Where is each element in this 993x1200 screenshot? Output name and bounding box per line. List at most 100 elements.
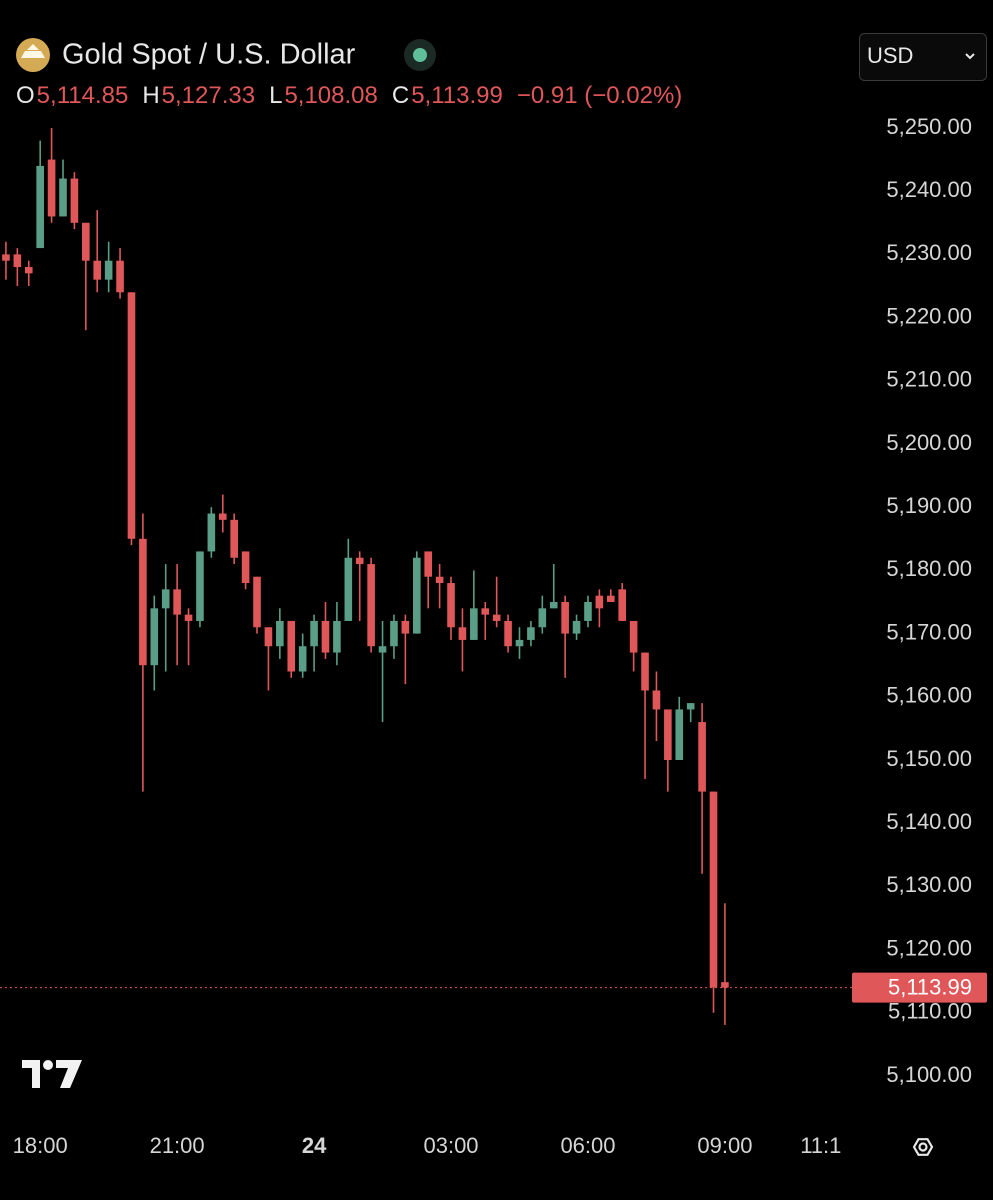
x-tick-label: 09:00 bbox=[697, 1133, 752, 1158]
candle-body bbox=[344, 557, 353, 621]
candle-body bbox=[390, 620, 398, 647]
candle-body bbox=[70, 178, 79, 223]
candle-body bbox=[82, 222, 90, 261]
candle-body bbox=[116, 260, 124, 293]
candle-body bbox=[629, 620, 638, 653]
dropdown-arrow[interactable] bbox=[965, 53, 975, 60]
y-tick-label: 5,110.00 bbox=[888, 999, 972, 1024]
x-tick-label: 24 bbox=[302, 1133, 327, 1158]
candle-body bbox=[2, 254, 10, 261]
candle-body bbox=[150, 608, 159, 666]
candle-body bbox=[127, 292, 136, 539]
candle-body bbox=[584, 601, 592, 621]
candle-body bbox=[355, 557, 364, 565]
candle-body bbox=[721, 982, 729, 988]
candle-body bbox=[447, 583, 455, 628]
candle-body bbox=[264, 627, 273, 647]
ohlc-key: C bbox=[392, 82, 409, 109]
y-tick-label: 5,220.00 bbox=[886, 303, 972, 328]
x-tick-label: 18:00 bbox=[13, 1133, 68, 1158]
ohlc-key: L bbox=[269, 82, 282, 109]
candle-body bbox=[561, 601, 569, 634]
candle-body bbox=[298, 646, 307, 672]
ohlc-value: 5,127.33 bbox=[162, 82, 255, 109]
ohlc-value: 5,108.08 bbox=[284, 82, 377, 109]
y-tick-label: 5,190.00 bbox=[886, 493, 972, 518]
y-tick-label: 5,230.00 bbox=[886, 240, 972, 265]
currency-label[interactable]: USD bbox=[867, 43, 913, 68]
candle-body bbox=[104, 260, 113, 280]
candle-body bbox=[47, 159, 56, 217]
candle-body bbox=[675, 709, 684, 761]
candle-body bbox=[686, 703, 695, 710]
candle-body bbox=[230, 519, 238, 558]
y-tick-label: 5,120.00 bbox=[886, 935, 972, 960]
candle-body bbox=[435, 576, 444, 584]
ohlc-key: O bbox=[16, 82, 35, 109]
candle-body bbox=[93, 260, 102, 280]
candle-body bbox=[367, 564, 375, 647]
candle-body bbox=[606, 595, 615, 602]
ohlc-row: O5,114.85 H5,127.33 L5,108.08 C5,113.99 −0.9… bbox=[16, 82, 682, 109]
candle-body bbox=[378, 646, 387, 653]
candle-body bbox=[161, 589, 170, 609]
candle-body bbox=[59, 178, 67, 217]
candle-body bbox=[527, 627, 535, 640]
candle-body bbox=[504, 620, 512, 647]
candle-body bbox=[652, 690, 661, 710]
y-tick-label: 5,180.00 bbox=[886, 556, 972, 581]
currency-select[interactable]: USD bbox=[859, 33, 987, 81]
x-tick-label: 03:00 bbox=[423, 1133, 478, 1158]
y-tick-label: 5,150.00 bbox=[886, 746, 972, 771]
candle-body bbox=[139, 538, 147, 666]
candle-body bbox=[218, 513, 227, 520]
candle-body bbox=[481, 608, 490, 615]
candle-body bbox=[401, 620, 410, 634]
candle-body bbox=[241, 551, 250, 584]
symbol-title: Gold Spot / U.S. Dollar bbox=[62, 39, 356, 71]
candle-body bbox=[13, 254, 22, 268]
candle-body bbox=[641, 652, 649, 691]
candle-body bbox=[24, 267, 33, 274]
candle-body bbox=[333, 620, 341, 653]
ohlc-value: 5,114.85 bbox=[37, 82, 129, 109]
candle-body bbox=[572, 620, 581, 634]
candle-body bbox=[709, 791, 718, 988]
candle-body bbox=[595, 595, 604, 609]
candle-body bbox=[253, 576, 261, 628]
candle-body bbox=[276, 620, 284, 647]
candle-body bbox=[196, 551, 204, 621]
watermark-logo bbox=[22, 1060, 82, 1088]
candle-body bbox=[492, 614, 501, 621]
candle-body bbox=[321, 620, 330, 653]
y-tick-label: 5,140.00 bbox=[886, 809, 972, 834]
ohlc-key: H bbox=[142, 82, 159, 109]
symbol-logo bbox=[16, 38, 50, 72]
price-change: −0.91 (−0.02%) bbox=[517, 82, 682, 109]
last-price-label: 5,113.99 bbox=[888, 974, 972, 999]
y-tick-label: 5,160.00 bbox=[886, 683, 972, 708]
y-tick-label: 5,240.00 bbox=[886, 177, 972, 202]
y-tick-label: 5,100.00 bbox=[886, 1062, 972, 1087]
candle-body bbox=[664, 709, 672, 761]
candle-body bbox=[458, 627, 467, 640]
x-tick-label: 21:00 bbox=[150, 1133, 205, 1158]
candle-body bbox=[412, 557, 421, 634]
candle-body bbox=[470, 608, 478, 640]
candle-body bbox=[549, 601, 558, 609]
ohlc-value: 5,113.99 bbox=[411, 82, 503, 109]
candle-body bbox=[698, 722, 706, 792]
y-tick-label: 5,250.00 bbox=[886, 114, 972, 139]
x-tick-label: 06:00 bbox=[560, 1133, 615, 1158]
candle-body bbox=[618, 589, 627, 621]
candle-body bbox=[538, 608, 547, 628]
candle-body bbox=[287, 620, 296, 672]
settings-button[interactable] bbox=[912, 1138, 934, 1156]
candle-body bbox=[173, 589, 181, 615]
candle-body bbox=[424, 551, 432, 577]
last-price-box bbox=[852, 972, 987, 1003]
candle-body bbox=[310, 620, 318, 647]
plot-area bbox=[0, 127, 854, 1124]
